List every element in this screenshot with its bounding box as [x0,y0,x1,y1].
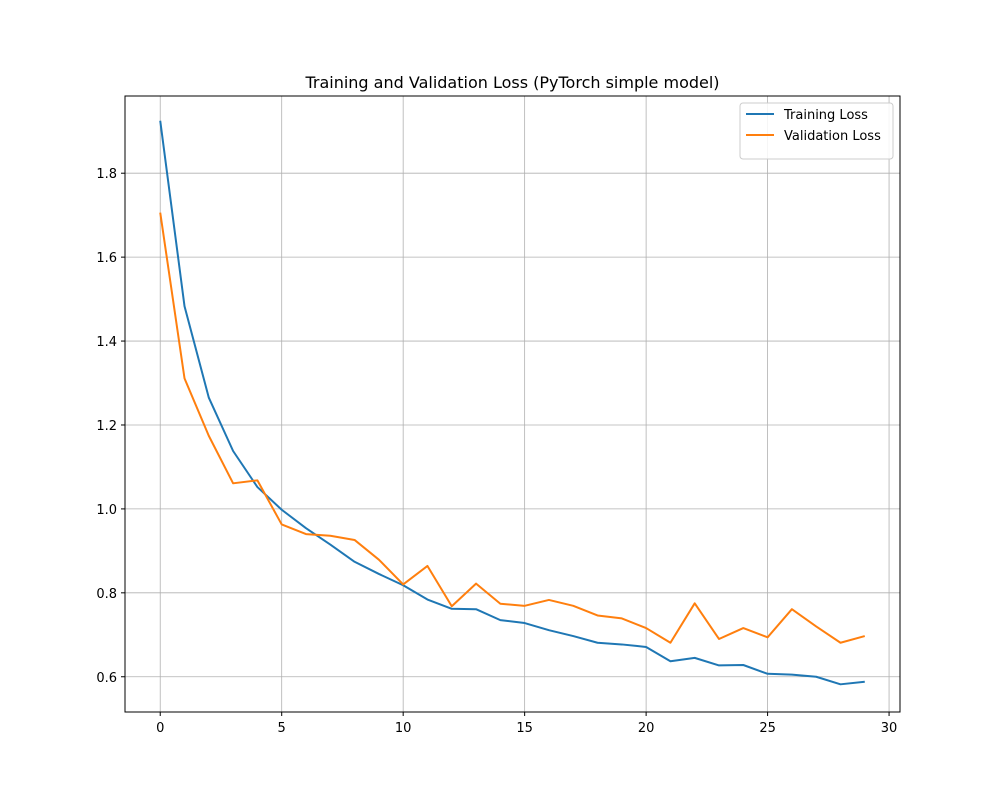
legend-label-1: Validation Loss [784,129,881,144]
series-line-1 [159,212,866,644]
x-tick-label: 10 [395,721,412,736]
x-tick-label: 0 [156,721,164,736]
y-tick-label: 1.4 [96,335,117,350]
legend-box [739,102,894,160]
series-line-0 [159,120,865,686]
y-tick-label: 1.6 [96,251,117,266]
plot-frame [124,95,901,713]
series-lines [159,120,866,686]
y-tick-label: 1.0 [96,503,117,518]
chart-title: Training and Validation Loss (PyTorch si… [304,73,719,92]
y-tick-label: 1.8 [96,167,117,182]
x-tick-label: 30 [881,721,898,736]
y-tick-label: 1.2 [96,419,117,434]
x-axis: 0 5 10 15 20 25 30 [156,712,897,736]
legend-label-0: Training Loss [783,108,868,123]
x-tick-label: 15 [516,721,533,736]
y-tick-label: 0.6 [96,671,117,686]
y-tick-label: 0.8 [96,587,117,602]
y-axis: 0.6 0.8 1.0 1.2 1.4 1.6 1.8 [96,167,125,686]
legend: Training Loss Validation Loss [739,102,894,160]
x-tick-label: 25 [759,721,776,736]
x-tick-label: 5 [278,721,286,736]
x-tick-label: 20 [638,721,655,736]
grid [125,96,900,712]
